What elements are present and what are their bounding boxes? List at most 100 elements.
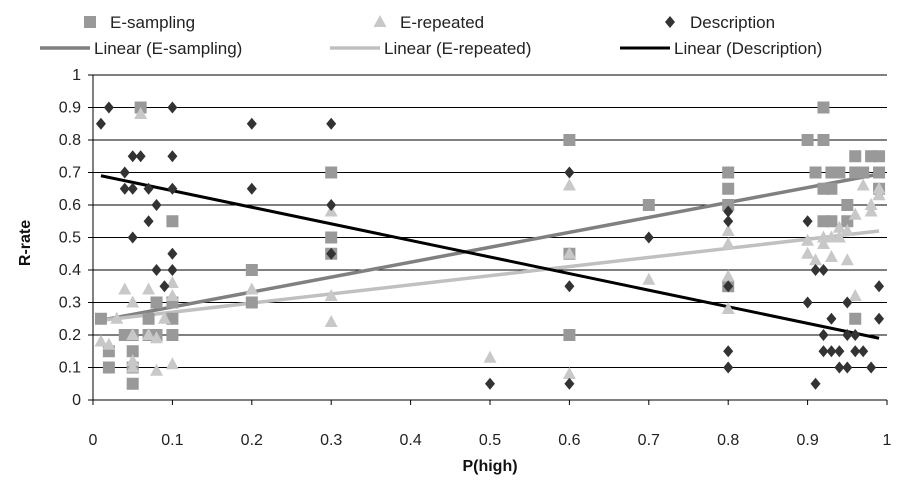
triangle-point [245,282,259,295]
diamond-point [167,101,178,114]
triangle-point [642,272,656,285]
diamond-point [159,280,170,293]
diamond-point [866,361,877,374]
triangle-point [483,350,497,363]
square-point [873,166,886,179]
diamond-point [818,264,829,276]
diamond-point [834,361,845,374]
triangle-point [848,289,862,301]
x-tick-label: 0 [89,432,98,449]
diamond-point [810,264,821,276]
triangle-point [142,328,156,340]
diamond-point [135,150,146,163]
y-tick-label: 0.7 [59,165,81,182]
triangle-point [118,282,132,295]
square-point [801,134,814,146]
square-point [642,199,655,211]
x-tick-label: 0.1 [161,432,183,449]
diamond-point [119,166,130,179]
legend-label: Linear (E-sampling) [94,39,242,58]
square-point [857,166,870,179]
diamond-point [95,117,106,130]
x-tick-label: 0.7 [638,432,660,449]
x-tick-label: 0.8 [717,432,739,449]
diamond-point [127,182,138,195]
legend-label: E-sampling [110,13,195,32]
square-point [102,361,115,374]
x-axis-label: P(high) [462,458,517,475]
square-point [563,329,576,341]
diamond-point [119,182,130,195]
legend-marker [84,16,96,28]
triangle-point [824,250,838,262]
diamond-point [246,117,257,130]
triangle-point [126,360,140,373]
triangle-point [562,178,576,191]
diamond-point [127,231,138,244]
diamond-point [151,199,162,211]
diamond-point [802,215,813,228]
diamond-point [643,231,654,244]
diamond-point [564,377,575,390]
diamond-point [564,166,575,179]
trendline-1 [100,172,880,323]
legend: E-sampling E-repeated Description Linear (E… [40,13,822,58]
y-axis-label: R-rate [17,220,34,266]
diamond-point [826,345,837,358]
series-diamond [95,101,885,390]
legend-marker [373,15,387,27]
y-tick-label: 0.9 [59,100,81,117]
series-triangle [94,107,886,379]
triangle-point [165,276,179,288]
data-points [94,101,886,390]
triangle-point [126,328,140,340]
diamond-point [127,150,138,163]
square-point [126,345,139,358]
triangle-point [562,367,576,379]
square-point [325,166,338,179]
square-point [166,215,179,228]
triangle-point [94,334,108,347]
triangle-point [165,289,179,301]
diamond-point [810,377,821,390]
axes [88,74,888,405]
triangle-point [832,230,846,243]
triangle-point [801,233,815,246]
x-tick-label: 0.5 [479,432,501,449]
trendlines [100,172,880,340]
gridlines [93,74,887,401]
diamond-point [103,101,114,114]
square-point [825,215,838,228]
x-tick-label: 1 [883,432,892,449]
square-point [849,312,862,325]
triangle-point [110,311,124,324]
triangle-point [126,295,140,308]
square-point [849,150,862,163]
legend-label: Linear (Description) [674,39,822,58]
y-tick-label: 0.6 [59,197,81,214]
diamond-point [143,182,154,195]
x-tick-label: 0.2 [241,432,263,449]
triangle-point [721,224,735,236]
square-point [126,377,139,390]
trendline-2 [100,229,880,323]
triangle-point [721,269,735,282]
triangle-point [840,253,854,266]
diamond-point [850,345,861,358]
diamond-point [850,329,861,341]
triangle-point [840,224,854,236]
diamond-point [564,280,575,293]
triangle-point [864,204,878,217]
diamond-point [246,182,257,195]
triangle-point [832,220,846,233]
square-point [166,329,179,341]
diamond-point [326,199,337,211]
diamond-point [167,247,178,260]
trendline-3 [100,174,880,340]
triangle-point [150,331,164,344]
triangle-point [150,363,164,376]
diamond-point [802,296,813,309]
triangle-point [324,289,338,301]
square-point [833,166,846,179]
triangle-point [848,207,862,220]
